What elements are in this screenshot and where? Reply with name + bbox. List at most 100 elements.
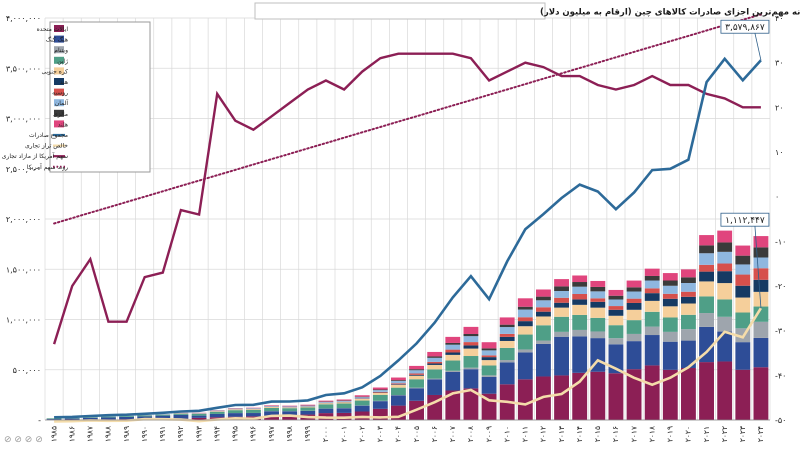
bar-segment xyxy=(609,306,624,310)
bar-segment xyxy=(536,344,551,377)
x-tick-label: ۲۰۱۶ xyxy=(611,426,620,442)
bar-segment xyxy=(500,337,515,341)
bar-segment xyxy=(482,355,497,357)
bar-segment xyxy=(699,313,714,327)
bar-segment xyxy=(536,307,551,311)
bar-segment xyxy=(427,356,442,357)
x-tick-label: ۱۹۹۷ xyxy=(267,426,276,442)
x-tick-label: ۲۰۰۲ xyxy=(357,426,366,442)
bar-segment xyxy=(482,360,497,365)
bar-segment xyxy=(609,338,624,344)
bar-segment xyxy=(572,330,587,336)
bar-segment xyxy=(590,308,605,318)
bar-segment xyxy=(427,379,442,380)
bar-segment xyxy=(391,395,406,405)
legend-label: ژاپن xyxy=(57,58,68,65)
bar-segment xyxy=(699,296,714,313)
x-tick-label: ۲۰۱۳ xyxy=(557,426,566,442)
bar-segment xyxy=(645,293,660,301)
bar-segment xyxy=(754,367,769,420)
bar-segment xyxy=(572,299,587,304)
bar-segment xyxy=(645,281,660,289)
bar-segment xyxy=(409,388,424,401)
legend-label: ایالات متحده xyxy=(37,26,69,33)
bar-segment xyxy=(627,341,642,369)
bar-segment xyxy=(754,247,769,257)
bar-segment xyxy=(627,299,642,303)
bar-segment xyxy=(482,375,497,377)
bar-segment xyxy=(590,302,605,308)
bar-segment xyxy=(464,356,479,368)
title-box: نمودار- روند سالانه مهم‌ترین اجزای صادرا… xyxy=(255,3,800,19)
bar-segment xyxy=(554,332,569,337)
bar-segment xyxy=(228,409,243,410)
bar-segment xyxy=(627,287,642,291)
x-tick-label: ۲۰۲۴ xyxy=(756,426,765,442)
bar-segment xyxy=(337,402,352,403)
bar-segment xyxy=(590,281,605,287)
bar-segment xyxy=(464,369,479,388)
bar-segment xyxy=(717,361,732,420)
bar-segment xyxy=(427,365,442,369)
bar-segment xyxy=(300,407,315,408)
bar-segment xyxy=(754,280,769,292)
bar-segment xyxy=(137,415,152,416)
y-left-tick-label: ۳,۰۰۰,۰۰۰ xyxy=(6,115,41,124)
bar-segment xyxy=(663,342,678,370)
bar-segment xyxy=(681,368,696,420)
bar-segment xyxy=(518,307,533,310)
bar-segment xyxy=(735,275,750,286)
y-right-tick-label: ۳۰ xyxy=(775,59,784,68)
bar-segment xyxy=(319,409,334,413)
bar-segment xyxy=(754,338,769,367)
x-tick-label: ۱۹۸۸ xyxy=(104,426,113,442)
bar-segment xyxy=(300,407,315,410)
bar-segment xyxy=(590,372,605,420)
bar-segment xyxy=(373,393,388,395)
callout-leader xyxy=(755,33,761,60)
bar-segment xyxy=(681,315,696,329)
bar-segment xyxy=(627,334,642,341)
x-tick-label: ۲۰۰۱ xyxy=(339,426,348,442)
bar-segment xyxy=(681,304,696,315)
bar-segment xyxy=(590,291,605,298)
x-tick-label: ۱۹۸۶ xyxy=(67,426,76,442)
bar-segment xyxy=(174,414,189,415)
legend-label: آلمان xyxy=(55,98,69,107)
bar-segment xyxy=(464,334,479,336)
bar-segment xyxy=(482,342,497,348)
bar-segment xyxy=(699,272,714,282)
bar-segment xyxy=(754,268,769,280)
bar-segment xyxy=(246,410,261,413)
callout-label: ۱,۱۱۲,۴۴۷ xyxy=(725,216,765,226)
bar-segment xyxy=(228,409,243,410)
bar-segment xyxy=(717,264,732,272)
x-tick-label: ۱۹۸۷ xyxy=(86,426,95,442)
bar-segment xyxy=(663,299,678,307)
bar-segment xyxy=(554,303,569,308)
bar-segment xyxy=(645,288,660,293)
bar-segment xyxy=(500,334,515,337)
legend-label: خالص تراز تجاری xyxy=(25,143,68,150)
bar-segment xyxy=(699,253,714,265)
bar-segment xyxy=(681,277,696,283)
bar-segment xyxy=(210,412,225,414)
bar-segment xyxy=(427,362,442,364)
bar-segment xyxy=(355,395,370,396)
bar-segment xyxy=(572,305,587,315)
bar-segment xyxy=(554,308,569,317)
bar-segment xyxy=(355,406,370,412)
bar-segment xyxy=(300,405,315,406)
bar-segment xyxy=(282,408,297,409)
bar-segment xyxy=(391,381,406,383)
x-tick-label: ۱۹۹۹ xyxy=(303,426,312,442)
bar-segment xyxy=(373,390,388,392)
legend-label: روند سهم آمریکا xyxy=(27,162,68,171)
bar-segment xyxy=(445,352,460,354)
bar-segment xyxy=(228,410,243,413)
x-tick-label: ۱۹۸۹ xyxy=(122,426,131,442)
bar-segment xyxy=(554,298,569,303)
bar-segment xyxy=(554,291,569,298)
bar-segment xyxy=(645,276,660,281)
